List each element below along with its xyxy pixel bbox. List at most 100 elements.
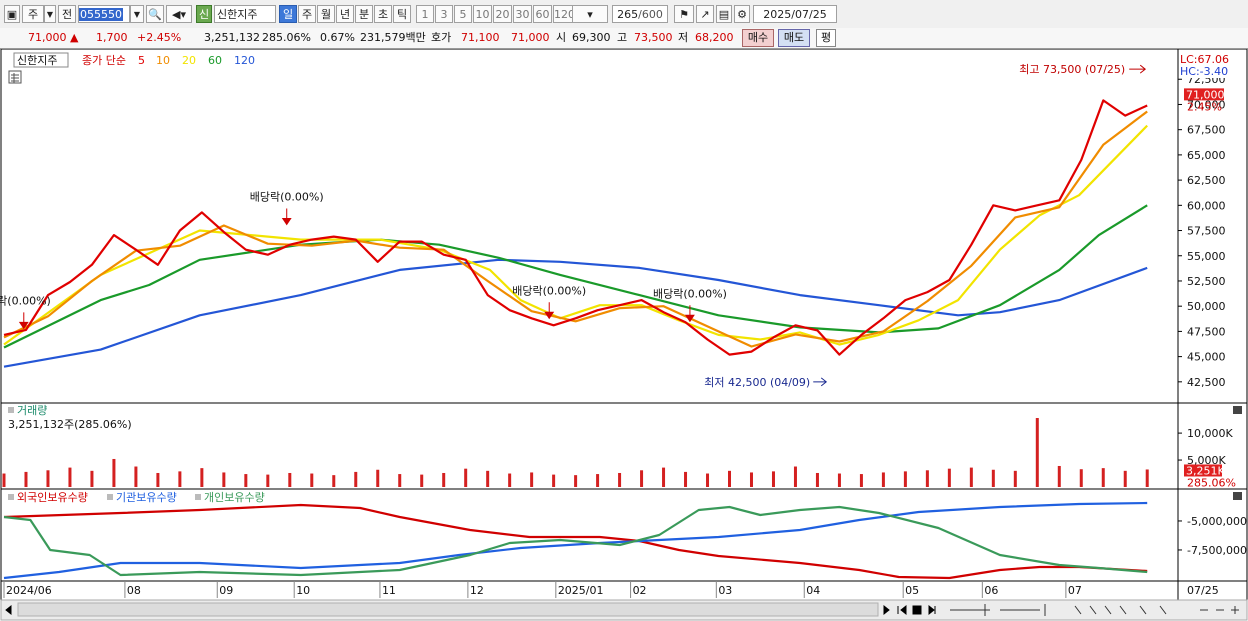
market-select[interactable]: 주 bbox=[22, 5, 44, 23]
change: 1,700 bbox=[96, 31, 128, 44]
panel-close[interactable] bbox=[1233, 406, 1242, 414]
last-price-label: 71,000 bbox=[1186, 88, 1225, 101]
volume-bar bbox=[859, 474, 863, 487]
count-max: /600 bbox=[638, 8, 663, 21]
period-button[interactable]: 초 bbox=[374, 5, 392, 23]
series-line bbox=[3, 505, 1148, 577]
volume-bar bbox=[947, 468, 951, 487]
turnover: 0.67% bbox=[320, 31, 355, 44]
buy-button[interactable]: 매수 bbox=[742, 29, 774, 47]
y-tick-label: 5,000K bbox=[1187, 454, 1226, 467]
sound-button[interactable]: ◀▾ bbox=[166, 5, 192, 23]
x-tick-label: 2024/06 bbox=[6, 584, 52, 597]
volume-bar bbox=[442, 472, 446, 487]
interval-button[interactable]: 120 bbox=[553, 5, 575, 23]
volume-bar bbox=[1145, 469, 1149, 487]
volume-bar bbox=[68, 467, 72, 487]
title-box bbox=[13, 52, 69, 68]
search-button[interactable]: 🔍 bbox=[146, 5, 164, 23]
y-tick-label: 65,000 bbox=[1187, 149, 1226, 162]
table-icon[interactable] bbox=[8, 70, 22, 84]
dropdown[interactable]: ▼ bbox=[130, 5, 144, 23]
period-button[interactable]: 일 bbox=[279, 5, 297, 23]
volume-bar bbox=[530, 472, 534, 487]
scroll-thumb[interactable] bbox=[17, 602, 879, 617]
date-input[interactable]: 2025/07/25 bbox=[753, 5, 837, 23]
period-button[interactable]: 분 bbox=[355, 5, 373, 23]
stock-name: 신한지주 bbox=[214, 5, 276, 23]
chart-subtitle: 종가 단순 bbox=[82, 54, 126, 67]
y-tick-label: 50,000 bbox=[1187, 300, 1226, 313]
x-tick-label: 02 bbox=[633, 584, 647, 597]
series-line bbox=[3, 99, 1148, 356]
draw-icon[interactable]: ↗ bbox=[696, 5, 714, 23]
volume-bar bbox=[2, 473, 6, 487]
panel-subtitle: 3,251,132주(285.06%) bbox=[8, 418, 132, 431]
volume-bar bbox=[881, 472, 885, 487]
save-icon[interactable]: ▤ bbox=[716, 5, 732, 23]
interval-button[interactable]: 30 bbox=[513, 5, 532, 23]
interval-button[interactable]: 5 bbox=[454, 5, 472, 23]
last-volume-label: 3,251K bbox=[1186, 464, 1225, 477]
volume-bar bbox=[288, 472, 292, 487]
legend-swatch bbox=[107, 494, 113, 500]
volume-bar bbox=[244, 474, 248, 487]
sell-button[interactable]: 매도 bbox=[778, 29, 810, 47]
series-line bbox=[3, 503, 1148, 580]
chart-title: 신한지주 bbox=[17, 54, 57, 67]
code-input[interactable]: 055550 bbox=[78, 5, 130, 23]
volume-bar bbox=[1057, 465, 1061, 487]
legend-item: 120 bbox=[234, 54, 255, 67]
count-box[interactable]: 265/600 bbox=[612, 5, 668, 23]
ask: 71,100 bbox=[461, 31, 500, 44]
volume-bar bbox=[771, 471, 775, 487]
plot-layer bbox=[2, 99, 1149, 580]
period-button[interactable]: 주 bbox=[298, 5, 316, 23]
y-tick-label: 57,500 bbox=[1187, 225, 1226, 238]
volume-bar bbox=[134, 466, 138, 487]
interval-button[interactable]: 3 bbox=[435, 5, 453, 23]
tool-icons[interactable] bbox=[950, 604, 1239, 616]
last-rate: 2.45% bbox=[1187, 100, 1222, 113]
y-tick-label: 10,000K bbox=[1187, 427, 1233, 440]
volume-bar bbox=[222, 472, 226, 487]
volume-bar bbox=[1101, 468, 1105, 487]
interval-button[interactable]: 1 bbox=[416, 5, 434, 23]
interval-button[interactable]: 20 bbox=[493, 5, 512, 23]
interval-button[interactable]: 60 bbox=[533, 5, 552, 23]
scroll-buttons[interactable] bbox=[5, 604, 936, 616]
volume-bar bbox=[574, 475, 578, 487]
avg-button[interactable]: 평 bbox=[816, 29, 836, 47]
settings-icon[interactable]: ⚙ bbox=[734, 5, 750, 23]
x-tick-label: 08 bbox=[127, 584, 141, 597]
x-end-label: 07/25 bbox=[1187, 584, 1219, 597]
candle-icon[interactable]: ⚑ bbox=[674, 5, 694, 23]
panel-close[interactable] bbox=[1233, 492, 1242, 500]
annotation-arrow bbox=[281, 208, 292, 226]
annotation-arrow bbox=[684, 305, 695, 323]
quote-bar: 71,000 ▲ 1,700 +2.45% 3,251,132 285.06% … bbox=[0, 28, 1248, 49]
prev-button[interactable]: 전 bbox=[58, 5, 76, 23]
period-button[interactable]: 틱 bbox=[393, 5, 411, 23]
low-label: 저 bbox=[678, 31, 689, 44]
menu-button[interactable]: ▣ bbox=[4, 5, 20, 23]
dropdown[interactable]: ▼ bbox=[44, 5, 56, 23]
volume-bar bbox=[398, 474, 402, 487]
legend-item: 60 bbox=[208, 54, 222, 67]
period-button[interactable]: 월 bbox=[317, 5, 335, 23]
y-tick-label: 62,500 bbox=[1187, 174, 1226, 187]
x-tick-label: 05 bbox=[905, 584, 919, 597]
x-tick-label: 12 bbox=[470, 584, 484, 597]
volume-bar bbox=[266, 474, 270, 487]
interval-select[interactable]: ▾ bbox=[572, 5, 608, 23]
volume-bar bbox=[596, 474, 600, 487]
legend-item: 10 bbox=[156, 54, 170, 67]
interval-button[interactable]: 10 bbox=[473, 5, 492, 23]
high-annotation: 최고 73,500 (07/25) bbox=[1019, 63, 1125, 76]
axis-info-bg bbox=[1179, 52, 1245, 78]
volume-bar bbox=[1013, 470, 1017, 487]
x-tick-label: 04 bbox=[806, 584, 820, 597]
period-button[interactable]: 년 bbox=[336, 5, 354, 23]
